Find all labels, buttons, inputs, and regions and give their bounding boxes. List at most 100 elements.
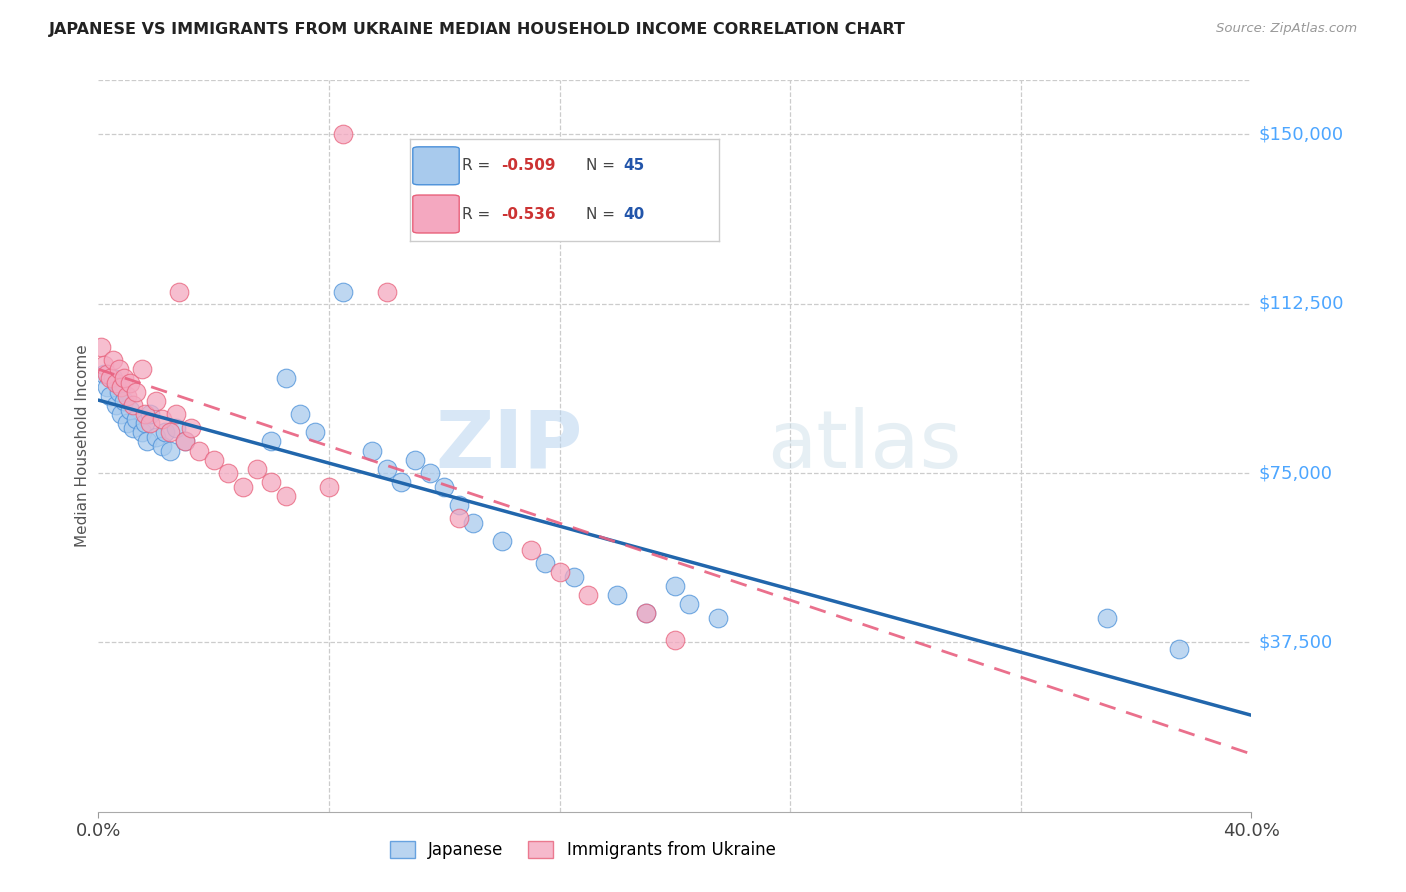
Point: [534, 557, 557, 571]
Point: [159, 443, 181, 458]
Point: [332, 128, 354, 142]
Point: [125, 384, 148, 399]
Point: [90, 340, 112, 354]
Point: [122, 398, 145, 412]
Point: [389, 475, 412, 489]
Point: [101, 371, 124, 385]
Point: [122, 421, 145, 435]
Point: [93, 367, 115, 381]
Point: [139, 417, 162, 431]
Point: [202, 452, 225, 467]
Point: [405, 452, 427, 467]
Point: [125, 412, 148, 426]
Point: [150, 439, 173, 453]
FancyBboxPatch shape: [413, 195, 460, 233]
Text: N =: N =: [586, 158, 620, 173]
Point: [318, 480, 340, 494]
Point: [110, 380, 132, 394]
Point: [231, 480, 254, 494]
Text: 40: 40: [623, 207, 644, 221]
Point: [117, 389, 138, 403]
Point: [110, 408, 132, 422]
Text: ZIP: ZIP: [436, 407, 582, 485]
Point: [520, 542, 543, 557]
Point: [96, 367, 118, 381]
Point: [548, 566, 571, 580]
Point: [664, 633, 686, 648]
Text: $150,000: $150,000: [1258, 126, 1344, 144]
Point: [159, 425, 181, 440]
Point: [664, 579, 686, 593]
Point: [112, 371, 135, 385]
Point: [165, 408, 187, 422]
Point: [117, 417, 138, 431]
Text: $112,500: $112,500: [1258, 294, 1344, 313]
Point: [167, 285, 190, 300]
Point: [120, 403, 142, 417]
Point: [112, 393, 135, 408]
Point: [1097, 610, 1119, 624]
Point: [636, 606, 658, 620]
Point: [361, 443, 384, 458]
Point: [375, 461, 398, 475]
Point: [447, 498, 470, 512]
Point: [150, 412, 173, 426]
Point: [136, 434, 159, 449]
FancyBboxPatch shape: [413, 147, 460, 185]
Point: [101, 353, 124, 368]
Point: [180, 421, 202, 435]
Point: [290, 408, 312, 422]
Point: [174, 434, 197, 449]
Text: $75,000: $75,000: [1258, 464, 1333, 482]
Point: [98, 371, 121, 385]
Point: [562, 570, 585, 584]
Point: [139, 408, 162, 422]
Point: [274, 371, 297, 385]
Point: [188, 443, 211, 458]
Point: [217, 466, 239, 480]
Point: [165, 421, 187, 435]
Text: N =: N =: [586, 207, 620, 221]
Point: [104, 376, 127, 390]
Point: [707, 610, 730, 624]
Text: atlas: atlas: [768, 407, 962, 485]
Text: Source: ZipAtlas.com: Source: ZipAtlas.com: [1216, 22, 1357, 36]
Text: -0.536: -0.536: [501, 207, 555, 221]
Y-axis label: Median Household Income: Median Household Income: [75, 344, 90, 548]
Point: [375, 285, 398, 300]
Point: [1168, 642, 1191, 657]
Point: [98, 389, 121, 403]
Point: [678, 597, 700, 611]
Point: [93, 358, 115, 372]
Point: [145, 430, 167, 444]
Text: $37,500: $37,500: [1258, 633, 1333, 651]
Point: [274, 489, 297, 503]
Point: [346, 37, 368, 52]
Legend: Japanese, Immigrants from Ukraine: Japanese, Immigrants from Ukraine: [382, 834, 782, 865]
Point: [131, 362, 153, 376]
Point: [433, 480, 456, 494]
Point: [491, 533, 513, 548]
Point: [636, 606, 658, 620]
Point: [419, 466, 441, 480]
Point: [260, 475, 283, 489]
Point: [447, 511, 470, 525]
Text: R =: R =: [463, 207, 495, 221]
Point: [246, 461, 269, 475]
Point: [104, 398, 127, 412]
Point: [260, 434, 283, 449]
Text: 45: 45: [623, 158, 644, 173]
Point: [461, 516, 484, 530]
Point: [134, 417, 156, 431]
Point: [145, 393, 167, 408]
Point: [107, 384, 129, 399]
Point: [153, 425, 176, 440]
Text: R =: R =: [463, 158, 495, 173]
Point: [134, 408, 156, 422]
Text: -0.509: -0.509: [501, 158, 555, 173]
Point: [304, 425, 326, 440]
Point: [606, 588, 628, 602]
Text: JAPANESE VS IMMIGRANTS FROM UKRAINE MEDIAN HOUSEHOLD INCOME CORRELATION CHART: JAPANESE VS IMMIGRANTS FROM UKRAINE MEDI…: [49, 22, 905, 37]
Point: [120, 376, 142, 390]
Point: [96, 380, 118, 394]
